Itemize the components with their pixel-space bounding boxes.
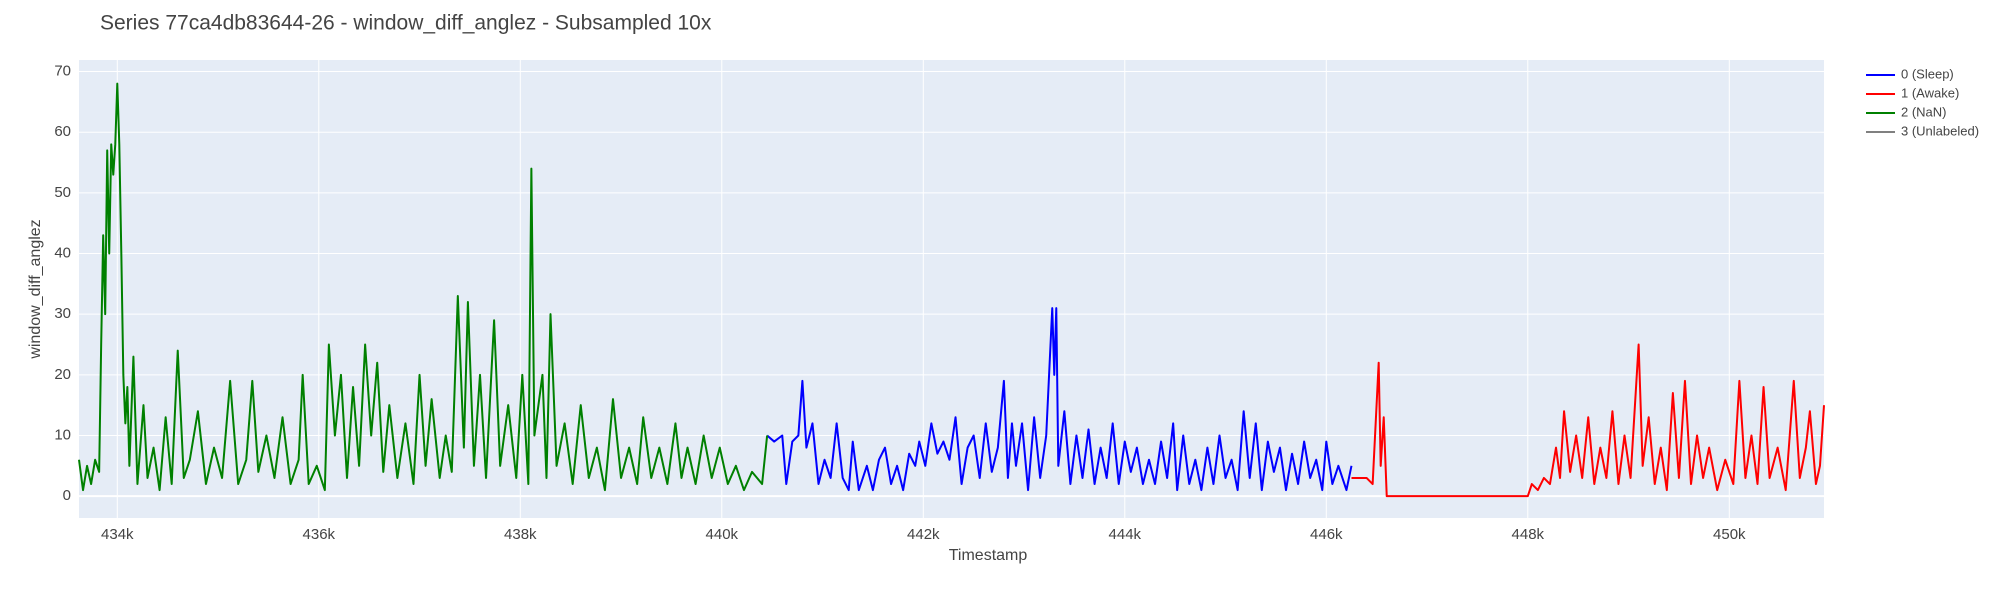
x-tick-label: 444k [1109,526,1142,543]
y-tick-label: 30 [54,305,71,322]
x-tick-label: 440k [706,526,739,543]
x-tick-label: 446k [1310,526,1343,543]
x-tick-label: 450k [1713,526,1746,543]
legend-label: 1 (Awake) [1901,85,1959,100]
y-tick-label: 60 [54,123,71,140]
y-tick-label: 70 [54,62,71,79]
series-line [766,307,1353,492]
x-tick-label: 448k [1512,526,1545,543]
legend-label: 3 (Unlabeled) [1901,123,1979,138]
y-tick-label: 10 [54,426,71,443]
y-tick-label: 0 [63,487,71,504]
x-tick-label: 438k [504,526,537,543]
x-axis-label: Timestamp [949,547,1028,564]
series-line [78,82,769,492]
series-line [1351,343,1825,498]
y-tick-label: 50 [54,184,71,201]
y-tick-label: 40 [54,244,71,261]
y-tick-label: 20 [54,366,71,383]
y-axis-label: window_diff_anglez [27,219,44,359]
legend-label: 2 (NaN) [1901,104,1947,119]
x-tick-label: 436k [303,526,336,543]
legend-label: 0 (Sleep) [1901,66,1954,81]
x-tick-label: 434k [101,526,134,543]
x-tick-label: 442k [907,526,940,543]
chart-title: Series 77ca4db83644-26 - window_diff_ang… [100,12,712,35]
